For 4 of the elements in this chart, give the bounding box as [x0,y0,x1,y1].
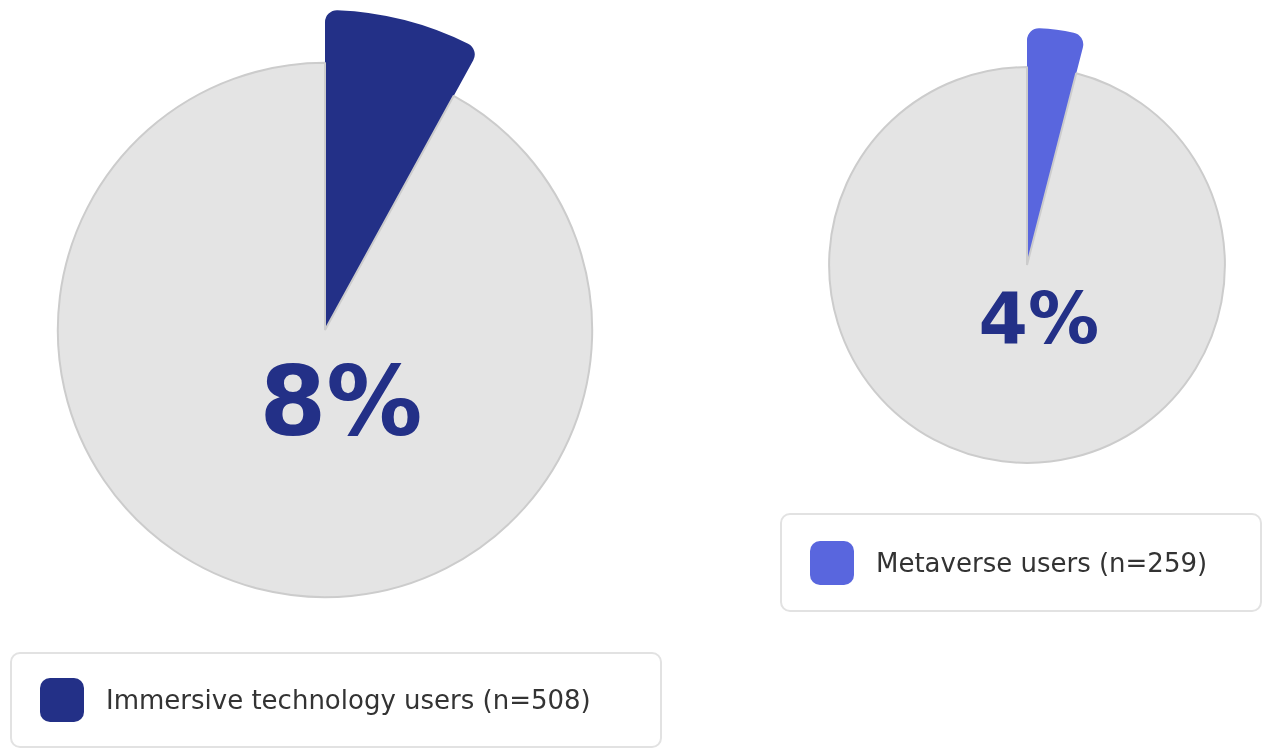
text: 8% [259,346,423,459]
legend-label: Metaverse users (n=259) [876,547,1208,578]
legend-label: Immersive technology users (n=508) [106,685,591,715]
text: 4% [978,276,1100,360]
